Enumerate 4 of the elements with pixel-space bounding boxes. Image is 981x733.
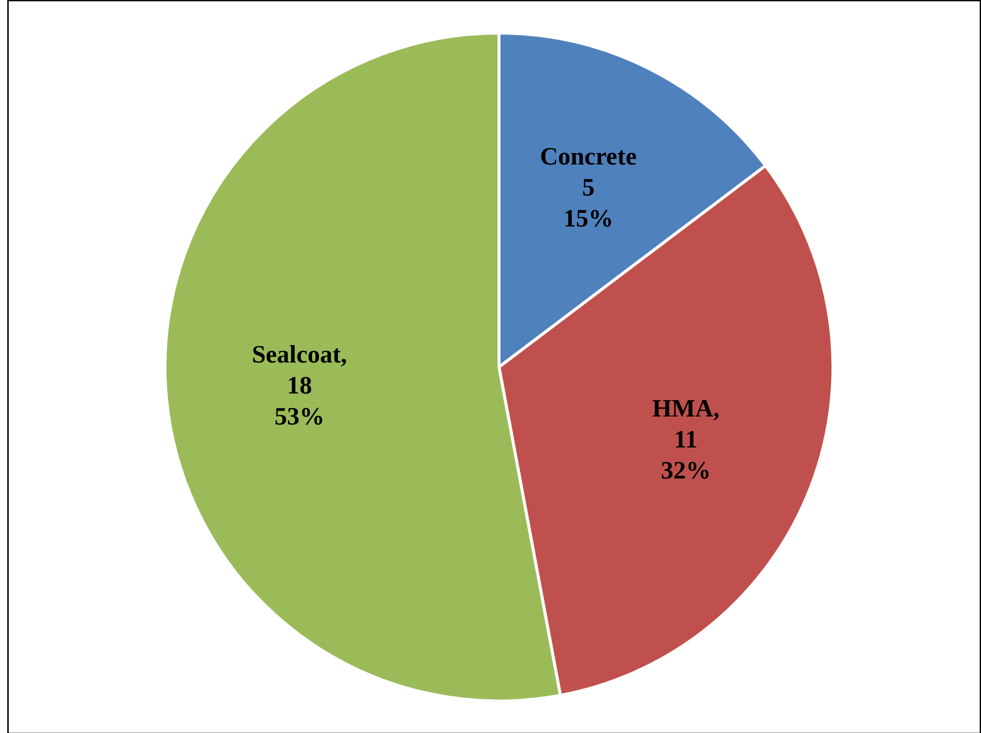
slice-label: Concrete — [540, 143, 637, 170]
slice-label: Sealcoat, 18 53% — [252, 340, 348, 430]
slice-label: HMA, 11 32% — [652, 394, 720, 484]
data-label: 5 15% — [563, 174, 614, 232]
